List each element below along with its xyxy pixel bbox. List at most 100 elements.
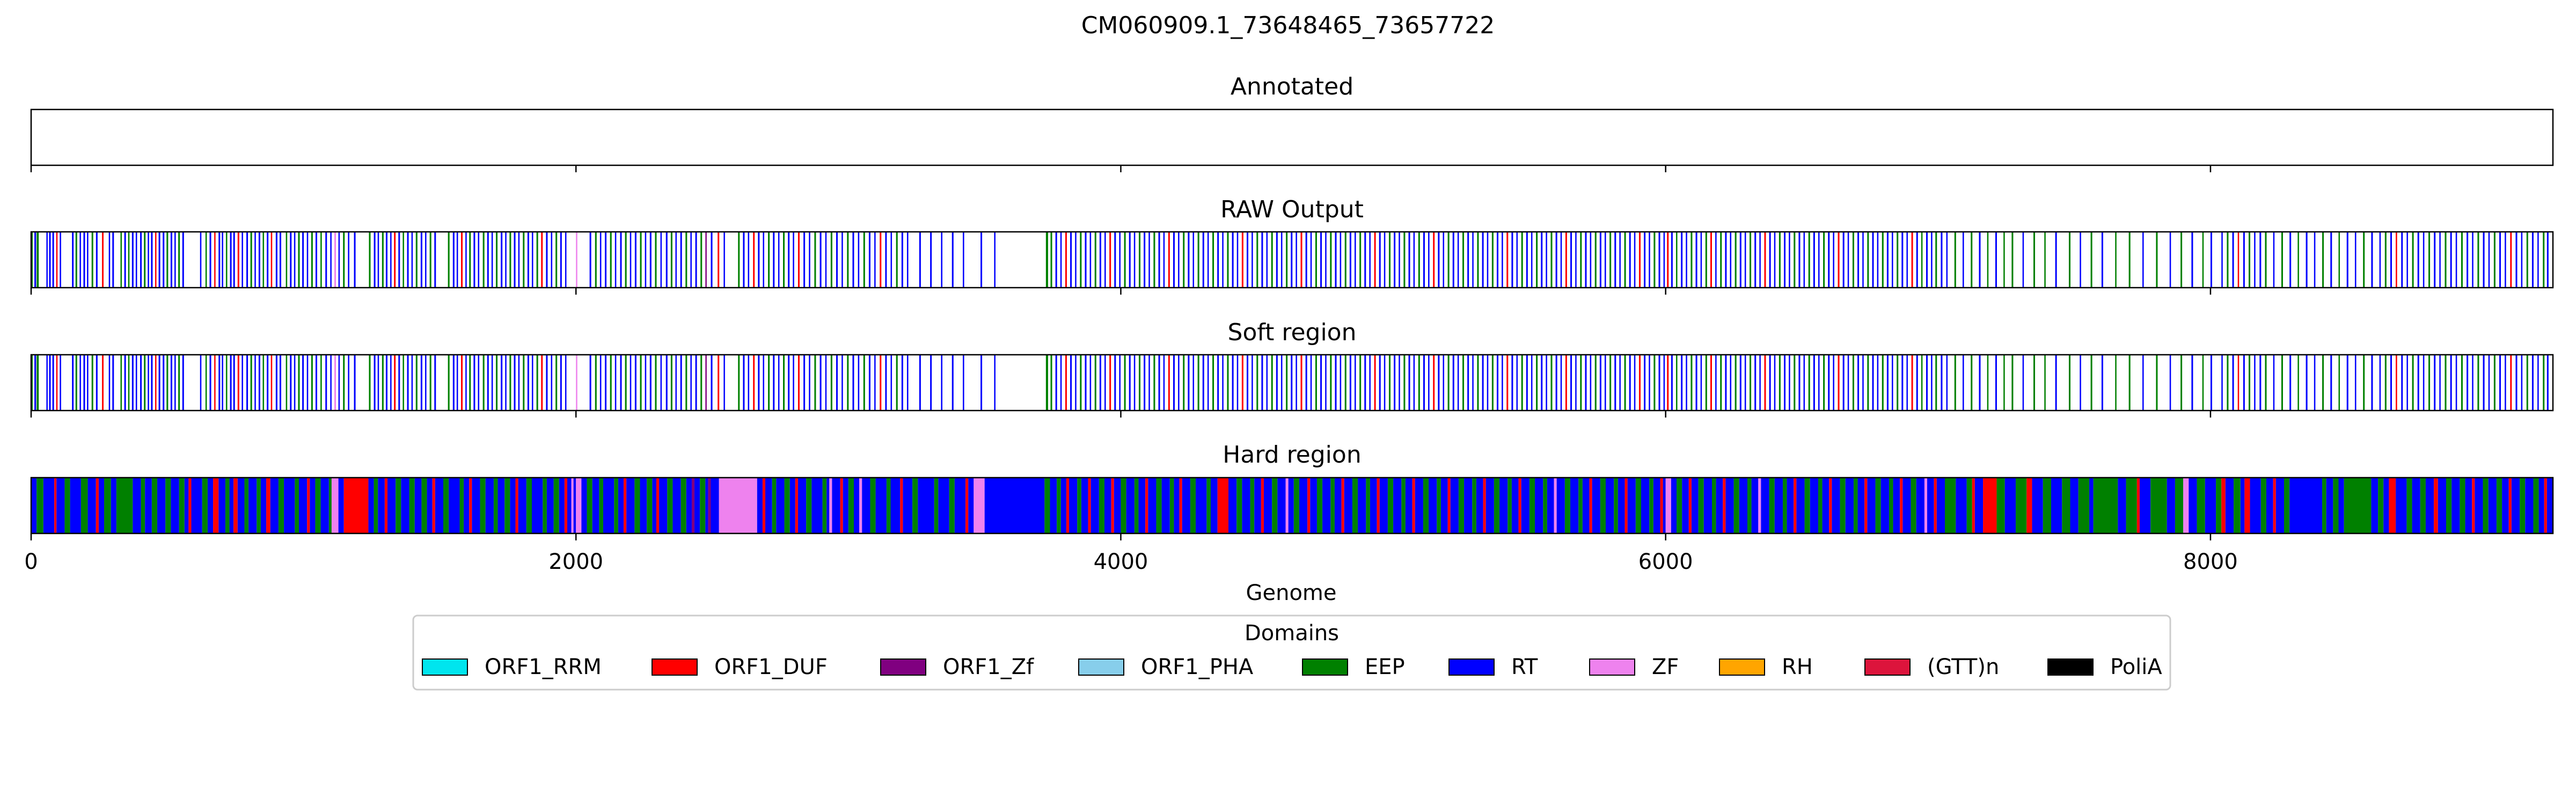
domain-segment-rt (573, 478, 576, 533)
domain-segment-rt (377, 355, 379, 411)
domain-segment-rt (825, 355, 827, 411)
domain-segment-orf1_duf (237, 355, 239, 411)
domain-segment-rt (218, 232, 221, 288)
domain-segment-rt (1452, 232, 1454, 288)
domain-segment-eep (1935, 232, 1937, 288)
domain-segment-orf1_duf (718, 355, 720, 411)
domain-segment-rt (1202, 355, 1204, 411)
domain-segment-zf (1285, 478, 1289, 533)
domain-segment-eep (536, 355, 538, 411)
domain-segment-orf1_duf (2244, 478, 2250, 533)
domain-segment-rt (1634, 355, 1636, 411)
domain-segment-rt (420, 232, 422, 288)
domain-segment-eep (1769, 478, 1775, 533)
domain-segment-eep (429, 232, 431, 288)
domain-segment-eep (783, 232, 785, 288)
domain-segment-rt (614, 355, 617, 411)
domain-segment-eep (1594, 232, 1597, 288)
domain-segment-rt (398, 232, 400, 288)
domain-segment-rt (2546, 478, 2553, 533)
domain-segment-rt (1126, 478, 1135, 533)
domain-segment-rt (1926, 232, 1928, 288)
domain-segment-rt (1585, 232, 1587, 288)
domain-segment-rt (1531, 232, 1533, 288)
domain-segment-rt (2423, 232, 2425, 288)
domain-segment-eep (2044, 355, 2046, 411)
domain-segment-rt (2051, 478, 2062, 533)
domain-segment-rt (170, 232, 172, 288)
domain-segment-orf1_duf (1667, 355, 1669, 411)
domain-segment-eep (1447, 355, 1450, 411)
domain-segment-orf1_duf (515, 478, 518, 533)
domain-segment-rt (1695, 232, 1697, 288)
domain-segment-zf (576, 478, 582, 533)
domain-segment-rt (1936, 478, 1945, 533)
domain-segment-rt (1358, 478, 1366, 533)
domain-segment-eep (2044, 232, 2046, 288)
domain-segment-eep (1882, 355, 1884, 411)
domain-segment-rt (665, 355, 668, 411)
domain-segment-eep (1094, 232, 1096, 288)
domain-segment-rt (1906, 232, 1908, 288)
domain-segment-rt (2451, 478, 2460, 533)
domain-segment-eep (1852, 232, 1854, 288)
domain-segment-rt (1867, 478, 1876, 533)
domain-segment-rt (765, 478, 772, 533)
domain-segment-rt (2326, 478, 2333, 533)
domain-segment-rt (1487, 355, 1489, 411)
domain-segment-rt (497, 478, 505, 533)
domain-segment-rt (605, 355, 607, 411)
domain-segment-rt (2401, 355, 2403, 411)
domain-segment-eep (2227, 232, 2229, 288)
domain-segment-eep (2090, 232, 2092, 288)
domain-segment-eep (1138, 232, 1141, 288)
domain-segment-rt (890, 478, 901, 533)
domain-segment-orf1_duf (1447, 478, 1451, 533)
domain-segment-rt (2330, 232, 2332, 288)
domain-segment-rt (1428, 232, 1430, 288)
domain-segment-rt (1789, 232, 1790, 288)
legend-label: PoliA (2110, 655, 2162, 679)
domain-segment-eep (409, 478, 415, 533)
domain-segment-rt (645, 355, 647, 411)
legend-swatch (1864, 658, 1911, 676)
domain-segment-rt (505, 355, 507, 411)
domain-segment-rt (1340, 355, 1342, 411)
track-title: Annotated (1231, 73, 1353, 100)
domain-segment-rt (96, 355, 98, 411)
domain-segment-rt (773, 232, 775, 288)
domain-segment-orf1_duf (343, 478, 369, 533)
legend-swatch (1078, 658, 1124, 676)
domain-segment-rt (589, 232, 591, 288)
domain-segment-rt (1178, 232, 1180, 288)
x-tick-label: 4000 (1094, 550, 1148, 574)
domain-segment-rt (2101, 355, 2103, 411)
domain-segment-eep (680, 478, 686, 533)
domain-segment-rt (2243, 355, 2245, 411)
legend-swatch (1719, 658, 1765, 676)
domain-segment-rt (1450, 478, 1459, 533)
domain-segment-orf1_duf (1300, 232, 1302, 288)
domain-segment-eep (1491, 232, 1494, 288)
domain-segment-rt (1599, 355, 1601, 411)
domain-segment-rt (374, 232, 376, 288)
domain-segment-orf1_duf (1794, 478, 1797, 533)
domain-segment-eep (1550, 232, 1553, 288)
domain-segment-rt (1862, 355, 1864, 411)
domain-segment-eep (1286, 355, 1288, 411)
domain-segment-orf1_duf (1518, 478, 1521, 533)
domain-segment-rt (2142, 355, 2144, 411)
domain-segment-rt (267, 355, 269, 411)
domain-segment-rt (589, 355, 591, 411)
domain-segment-rt (2273, 355, 2275, 411)
domain-segment-eep (1954, 355, 1956, 411)
x-tick-label: 6000 (1638, 550, 1693, 574)
domain-segment-rt (1129, 232, 1131, 288)
domain-segment-eep (1747, 478, 1752, 533)
domain-segment-eep (2412, 355, 2414, 411)
domain-segment-orf1_duf (564, 478, 567, 533)
domain-segment-rt (581, 478, 587, 533)
domain-segment-rt (1369, 232, 1371, 288)
domain-segment-orf1_duf (188, 478, 192, 533)
domain-segment-rt (711, 478, 719, 533)
